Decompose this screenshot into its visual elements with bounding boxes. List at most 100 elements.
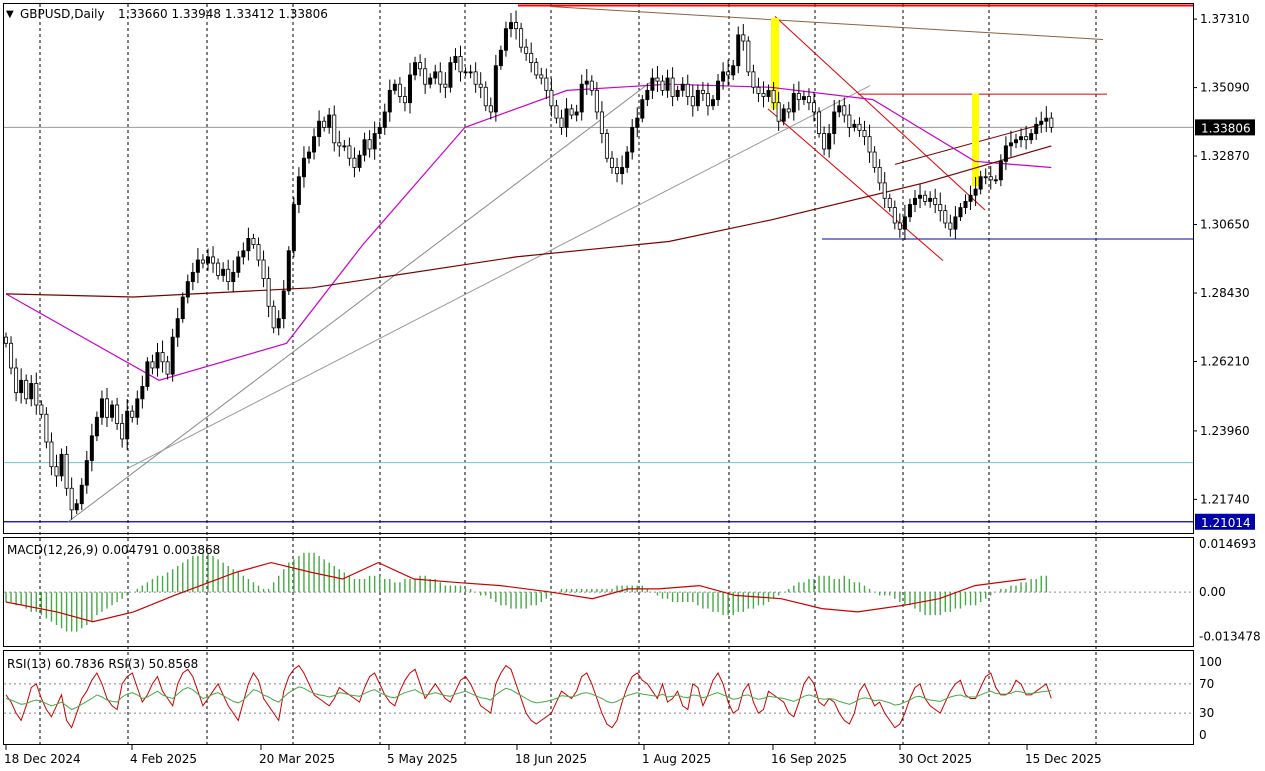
candle-body (332, 114, 337, 144)
candle-body (761, 93, 766, 97)
candle-body (751, 71, 756, 88)
candle-body (110, 404, 115, 418)
short-trend-line (894, 123, 1043, 165)
candle-body (579, 83, 584, 113)
candle-body (716, 80, 721, 101)
candle-body (615, 167, 620, 175)
candle-body (675, 89, 680, 97)
candle-body (867, 136, 872, 153)
candle-body (120, 423, 125, 440)
candle-body (79, 484, 84, 505)
symbol-dropdown-icon[interactable]: ▼ (6, 9, 14, 20)
macd-tick-label: 0.00 (1199, 585, 1226, 599)
uptrend-line (67, 77, 657, 523)
candle-body (4, 336, 9, 344)
candle-body (468, 71, 473, 74)
candle-body (448, 62, 453, 88)
rsi-plot (5, 664, 1052, 729)
candle-body (812, 102, 817, 113)
candle-body (635, 117, 640, 128)
x-tick-label: 18 Jun 2025 (515, 752, 587, 766)
time-axis: 18 Dec 2024 4 Feb 2025 20 Mar 2025 5 May 20… (4, 745, 1102, 766)
candle-body (125, 410, 130, 440)
rsi-tick-label: 0 (1199, 728, 1207, 742)
candle-body (473, 71, 478, 85)
candle-body (943, 210, 948, 224)
candle-body (256, 244, 261, 261)
candle-body (246, 238, 251, 252)
candle-body (584, 80, 589, 85)
macd-plot (5, 552, 1048, 632)
price-axis: 1.37310 1.35090 1.32870 1.30650 1.28430 1.262… (1193, 12, 1261, 742)
y-tick-label: 1.30650 (1200, 218, 1250, 232)
candle-body (216, 262, 221, 276)
candle-body (721, 71, 726, 82)
candle-body (564, 108, 569, 128)
current-price-badge (1195, 119, 1255, 136)
candle-body (726, 71, 731, 76)
macd-label: MACD(12,26,9) 0.004791 0.003868 (7, 543, 220, 557)
candle-body (180, 296, 185, 320)
candle-body (433, 71, 438, 79)
candle-body (524, 46, 529, 54)
candle-body (241, 250, 246, 258)
candle-body (963, 201, 968, 208)
y-tick-label: 1.28430 (1200, 286, 1250, 300)
candle-body (498, 49, 503, 67)
candle-body (594, 89, 599, 113)
candle-body (443, 83, 448, 88)
candle-body (746, 40, 751, 73)
candle-body (892, 207, 897, 224)
candle-body (913, 197, 918, 205)
candle-body (377, 126, 382, 134)
candle-body (877, 167, 882, 184)
candle-body (160, 352, 165, 363)
candle-body (387, 89, 392, 113)
x-tick-label: 4 Feb 2025 (130, 752, 197, 766)
moving-average-line (5, 145, 1052, 298)
candle-body (402, 96, 407, 104)
x-tick-label: 18 Dec 2024 (4, 752, 81, 766)
candle-body (958, 207, 963, 218)
rsi-slow-line (5, 686, 1052, 711)
candle-body (978, 176, 983, 190)
support-price-label: 1.21014 (1201, 516, 1251, 530)
support-price-badge (1195, 513, 1255, 530)
candle-body (327, 114, 332, 128)
candle-body (296, 176, 301, 205)
candle-body (680, 83, 685, 91)
candle-body (569, 108, 574, 116)
candle-body (700, 89, 705, 94)
candle-body (105, 398, 110, 418)
candle-body (771, 89, 776, 104)
candle-body (342, 145, 347, 148)
y-tick-label: 1.37310 (1200, 12, 1250, 26)
channel-upper-line (774, 15, 986, 211)
candle-body (59, 453, 64, 477)
candle-body (736, 34, 741, 67)
symbol-timeframe-label: GBPUSD,Daily (20, 7, 105, 21)
candle-body (852, 123, 857, 128)
candle-body (317, 120, 322, 138)
candle-body (347, 145, 352, 159)
candle-body (357, 154, 362, 168)
candle-body (493, 65, 498, 113)
macd-panel-frame (3, 537, 1194, 647)
candle-body (827, 133, 832, 150)
candle-body (923, 194, 928, 202)
candle-body (175, 318, 180, 338)
candle-body (34, 382, 39, 406)
candle-body (29, 382, 34, 400)
candle-body (190, 271, 195, 283)
candle-body (1003, 145, 1008, 162)
candle-body (902, 216, 907, 230)
highlight-bar (972, 93, 979, 186)
trendlines (67, 5, 1104, 523)
candle-body (882, 182, 887, 199)
candle-body (301, 157, 306, 178)
candle-body (392, 83, 397, 91)
candle-body (544, 77, 549, 91)
candle-body (54, 466, 59, 477)
candle-body (731, 65, 736, 76)
